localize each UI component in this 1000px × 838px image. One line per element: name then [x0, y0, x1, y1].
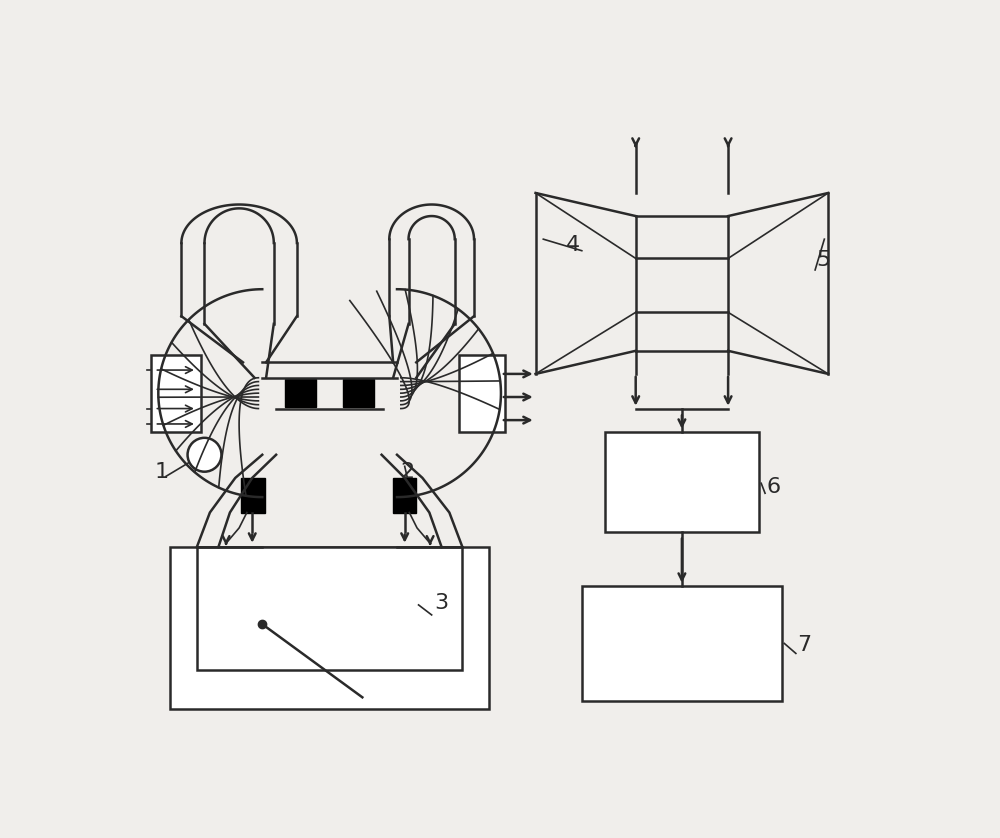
Text: 3: 3 [434, 592, 448, 613]
Bar [605, 432, 759, 532]
Circle shape [188, 437, 221, 472]
Text: 5: 5 [817, 250, 831, 270]
Bar [459, 354, 505, 432]
Text: 2: 2 [401, 462, 415, 482]
Text: 1: 1 [154, 462, 169, 482]
Text: 6: 6 [767, 478, 781, 497]
Bar [582, 586, 782, 701]
Bar [170, 547, 489, 709]
Bar [343, 380, 374, 407]
Bar [241, 478, 265, 513]
Bar [151, 354, 201, 432]
Text: 4: 4 [566, 235, 581, 255]
Text: 7: 7 [797, 635, 812, 655]
Bar [393, 478, 416, 513]
Bar [197, 547, 462, 670]
Bar [285, 380, 316, 407]
